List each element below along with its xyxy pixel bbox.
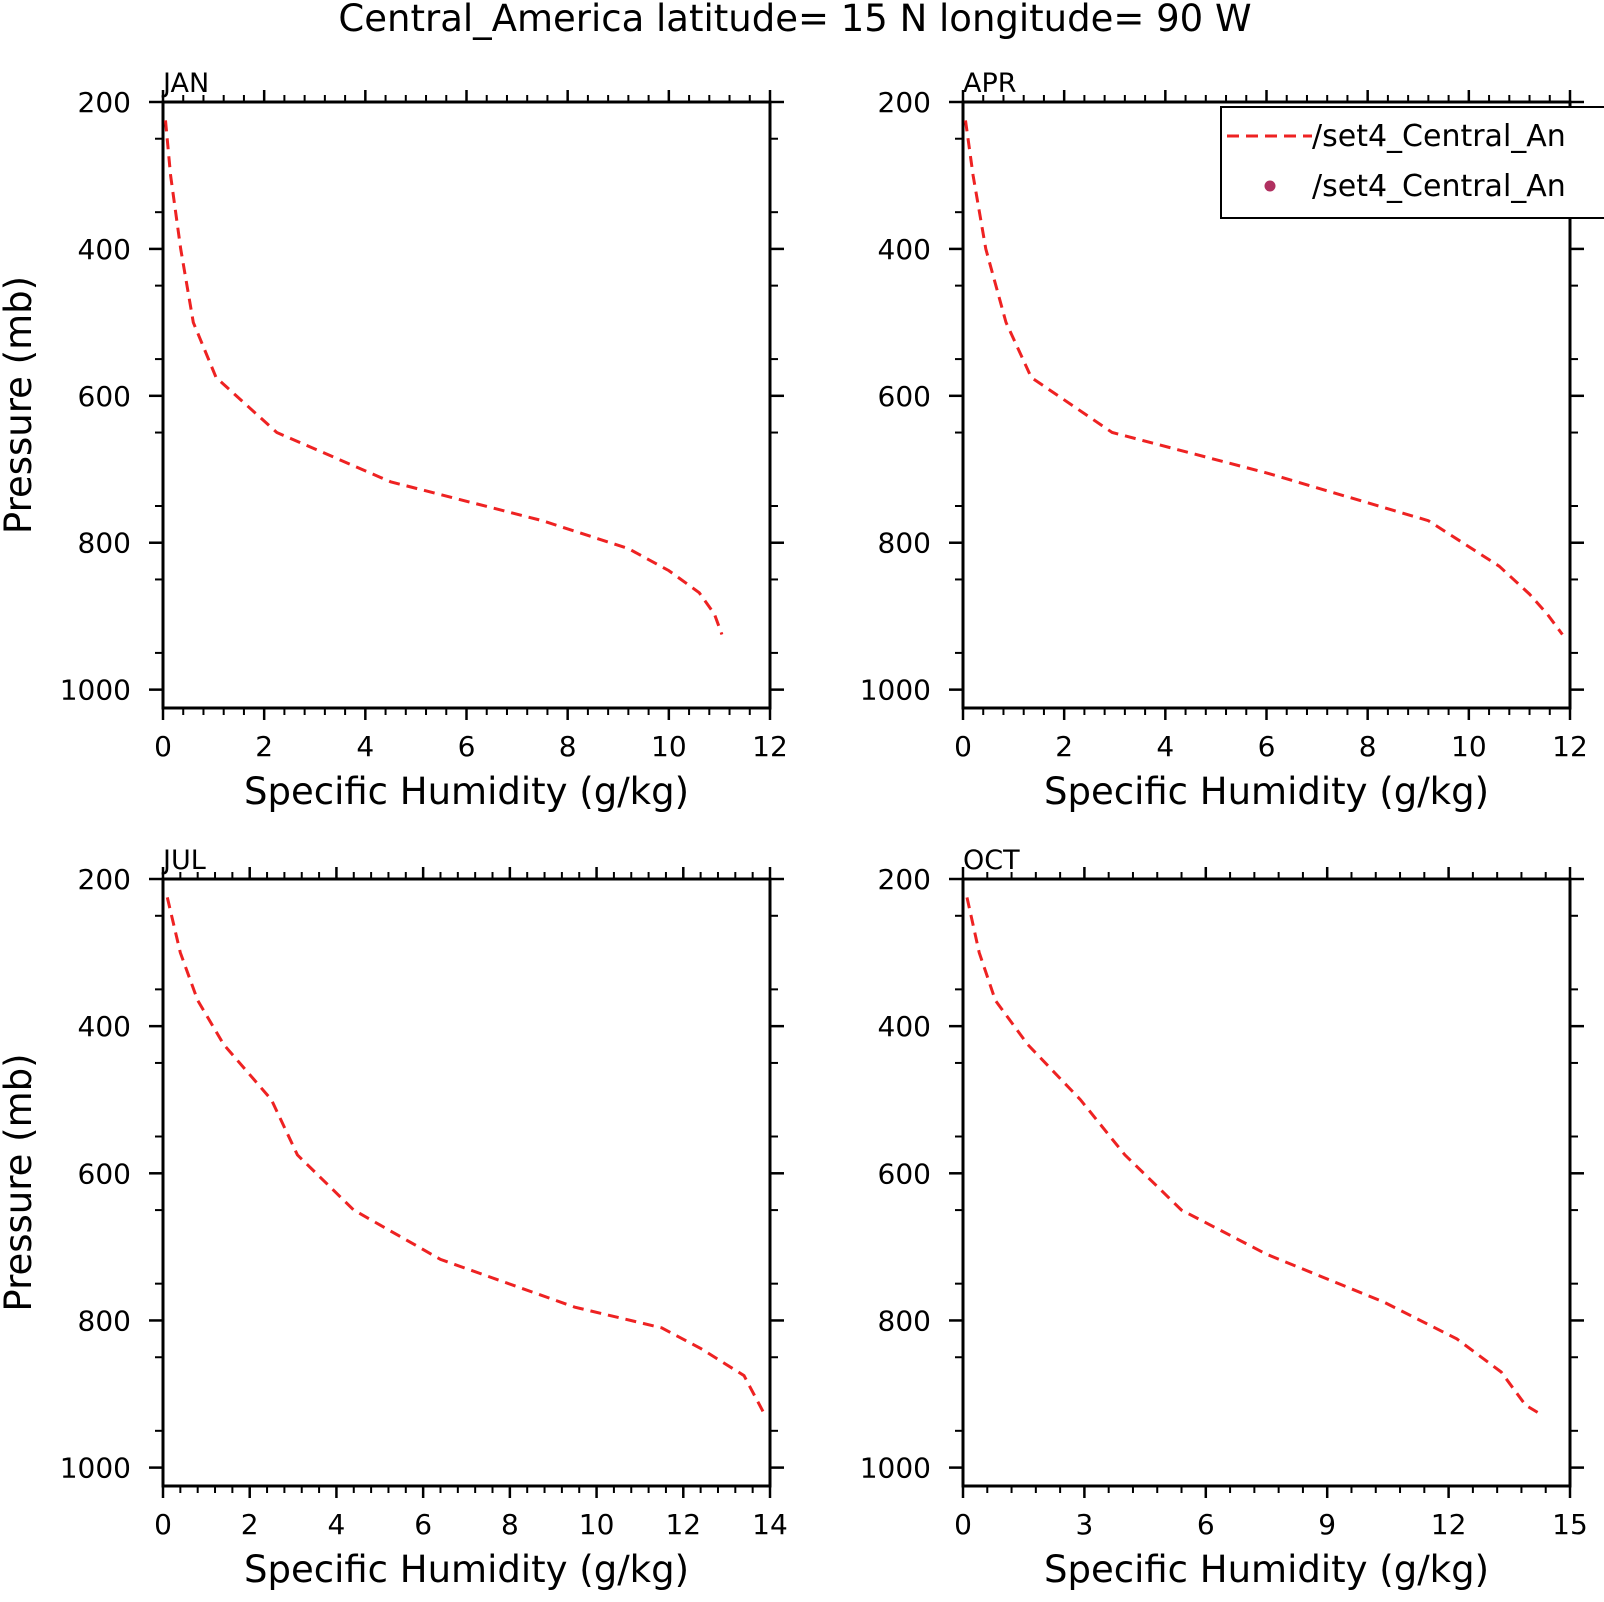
x-tick-label: 2 <box>241 1508 259 1541</box>
y-tick-label: 400 <box>878 1010 931 1043</box>
x-tick-label: 4 <box>328 1508 346 1541</box>
x-axis-label: Specific Humidity (g/kg) <box>244 1548 689 1591</box>
x-tick-label: 4 <box>356 730 374 763</box>
x-tick-label: 15 <box>1552 1508 1588 1541</box>
panel-title: OCT <box>963 845 1020 876</box>
x-tick-label: 0 <box>154 1508 172 1541</box>
x-tick-label: 0 <box>154 730 172 763</box>
x-tick-label: 2 <box>255 730 273 763</box>
plot-frame <box>161 877 772 1488</box>
x-tick-label: 8 <box>501 1508 519 1541</box>
y-axis-label: Pressure (mb) <box>0 276 40 534</box>
x-tick-label: 2 <box>1055 730 1073 763</box>
y-tick-label: 400 <box>78 1010 131 1043</box>
x-tick-label: 12 <box>665 1508 701 1541</box>
x-tick-label: 6 <box>1258 730 1276 763</box>
y-tick-label: 800 <box>78 527 131 560</box>
series-line <box>164 120 724 636</box>
x-tick-label: 0 <box>954 730 972 763</box>
y-tick-label: 1000 <box>860 674 931 707</box>
figure-title: Central_America latitude= 15 N longitude… <box>338 0 1251 40</box>
panel-oct: OCT 0 3 6 9 12 15 200 400 600 800 1000 Specific Humi… <box>860 845 1588 1591</box>
y-tick-label: 200 <box>78 863 131 896</box>
x-tick-label: 10 <box>651 730 687 763</box>
x-axis-label: Specific Humidity (g/kg) <box>1044 1548 1489 1591</box>
x-tick-label: 8 <box>559 730 577 763</box>
x-tick-label: 12 <box>1552 730 1588 763</box>
x-axis-label: Specific Humidity (g/kg) <box>1044 770 1489 813</box>
legend-dot-icon <box>1264 180 1276 192</box>
x-tick-label: 6 <box>414 1508 432 1541</box>
y-tick-label: 200 <box>78 86 131 119</box>
panel-title: APR <box>963 68 1017 99</box>
plot-frame <box>961 877 1572 1488</box>
x-tick-label: 10 <box>579 1508 615 1541</box>
panel-title: JAN <box>161 68 209 99</box>
panel-apr: APR 0 2 4 6 8 10 12 200 400 600 800 1000 Specific Hum… <box>860 68 1588 813</box>
y-tick-label: 200 <box>878 86 931 119</box>
y-tick-label: 600 <box>78 1157 131 1190</box>
x-tick-label: 0 <box>954 1508 972 1541</box>
y-tick-label: 800 <box>878 527 931 560</box>
series-line <box>964 120 1564 636</box>
y-tick-label: 1000 <box>60 674 131 707</box>
y-tick-label: 800 <box>78 1304 131 1337</box>
x-tick-label: 12 <box>1431 1508 1467 1541</box>
x-tick-label: 4 <box>1156 730 1174 763</box>
y-tick-label: 400 <box>878 233 931 266</box>
y-tick-label: 600 <box>78 380 131 413</box>
legend-entry-label: /set4_Central_An <box>1312 119 1566 154</box>
y-tick-label: 400 <box>78 233 131 266</box>
y-tick-label: 1000 <box>60 1452 131 1485</box>
legend-box <box>1220 106 1604 219</box>
y-tick-label: 800 <box>878 1304 931 1337</box>
x-tick-label: 12 <box>752 730 788 763</box>
panel-jul: JUL 0 2 4 6 8 10 12 14 200 400 600 800 1000 Specific H… <box>0 845 788 1591</box>
x-axis-label: Specific Humidity (g/kg) <box>244 770 689 813</box>
panel-jan: JAN 0 2 4 6 8 10 12 200 400 600 800 1000 Specific Hum… <box>0 68 788 813</box>
x-tick-label: 14 <box>752 1508 788 1541</box>
y-axis-label: Pressure (mb) <box>0 1053 40 1311</box>
y-tick-label: 600 <box>878 380 931 413</box>
y-tick-label: 600 <box>878 1157 931 1190</box>
x-tick-label: 6 <box>1197 1508 1215 1541</box>
x-tick-label: 3 <box>1075 1508 1093 1541</box>
x-tick-label: 6 <box>458 730 476 763</box>
panel-title: JUL <box>161 845 206 876</box>
y-tick-label: 200 <box>878 863 931 896</box>
series-line <box>165 897 765 1414</box>
legend-entry-label: /set4_Central_An <box>1312 169 1566 204</box>
plot-frame <box>161 100 772 710</box>
y-tick-label: 1000 <box>860 1452 931 1485</box>
x-tick-label: 9 <box>1318 1508 1336 1541</box>
series-line <box>965 897 1539 1414</box>
x-tick-label: 8 <box>1359 730 1377 763</box>
x-tick-label: 10 <box>1451 730 1487 763</box>
legend: /set4_Central_An /set4_Central_An <box>1220 106 1604 219</box>
